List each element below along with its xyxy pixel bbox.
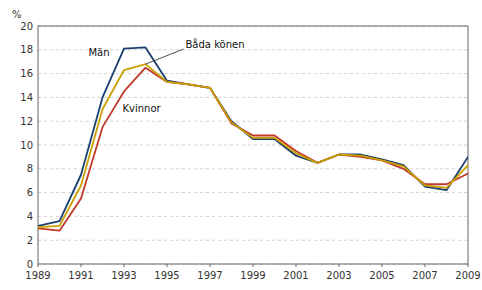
grid-line (38, 145, 468, 146)
x-tick-label: 2009 (455, 270, 480, 281)
y-tick-label: 6 (27, 187, 33, 198)
grid-line (38, 216, 468, 217)
grid-line (38, 121, 468, 122)
y-tick-label: 16 (20, 68, 33, 79)
grid-line (38, 192, 468, 193)
lines (38, 47, 468, 230)
y-tick-label: 4 (27, 211, 33, 222)
series-label: Kvinnor (123, 103, 162, 114)
grid-line (38, 240, 468, 241)
x-tick-label: 2007 (412, 270, 437, 281)
plot-frame (38, 26, 468, 264)
x-tick-label: 1989 (25, 270, 50, 281)
y-axis-label: % (12, 9, 22, 20)
x-tick-label: 1991 (68, 270, 93, 281)
series-label: Båda könen (186, 38, 245, 50)
series-line (38, 47, 468, 226)
x-tick-label: 1993 (111, 270, 136, 281)
x-tick-label: 2005 (369, 270, 394, 281)
series-label: Män (88, 47, 109, 58)
y-tick-label: 20 (20, 21, 33, 32)
y-tick-label: 10 (20, 140, 33, 151)
y-tick-label: 14 (20, 92, 33, 103)
grid-line (38, 73, 468, 74)
y-tick-label: 18 (20, 44, 33, 55)
series-line (38, 64, 468, 227)
chart: 0 2 4 6 8 10 12 14 16 18 20 1989 1991 1993 1995 1997 199… (0, 0, 482, 290)
y-tick-label: 12 (20, 116, 33, 127)
x-tick-label: 1997 (197, 270, 222, 281)
x-tick-label: 2001 (283, 270, 308, 281)
label-leader (146, 49, 184, 64)
grid (38, 26, 468, 264)
y-tick-label: 8 (27, 163, 33, 174)
series-line (38, 68, 468, 231)
x-tick-label: 2003 (326, 270, 351, 281)
y-tick-label: 2 (27, 235, 33, 246)
x-tick-label: 1999 (240, 270, 265, 281)
y-tick-label: 0 (27, 259, 33, 270)
x-tick-label: 1995 (154, 270, 179, 281)
